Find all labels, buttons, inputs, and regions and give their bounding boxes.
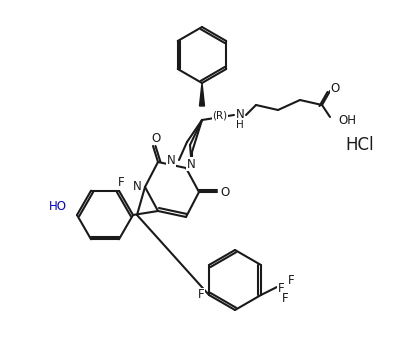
Text: OH: OH xyxy=(338,114,356,126)
Text: F: F xyxy=(278,282,284,296)
Text: O: O xyxy=(330,82,339,96)
Polygon shape xyxy=(199,83,204,106)
Text: N: N xyxy=(187,158,195,171)
Text: H: H xyxy=(236,120,244,130)
Text: F: F xyxy=(198,289,204,302)
Text: N: N xyxy=(236,108,244,121)
Text: N: N xyxy=(166,154,175,166)
Text: F: F xyxy=(288,274,294,287)
Text: F: F xyxy=(282,292,288,306)
Text: O: O xyxy=(220,185,230,199)
Text: N: N xyxy=(133,181,141,194)
Text: O: O xyxy=(151,131,161,144)
Text: HCl: HCl xyxy=(346,136,374,154)
Text: F: F xyxy=(118,176,124,189)
Text: HO: HO xyxy=(49,200,67,213)
Text: (R): (R) xyxy=(212,111,228,121)
